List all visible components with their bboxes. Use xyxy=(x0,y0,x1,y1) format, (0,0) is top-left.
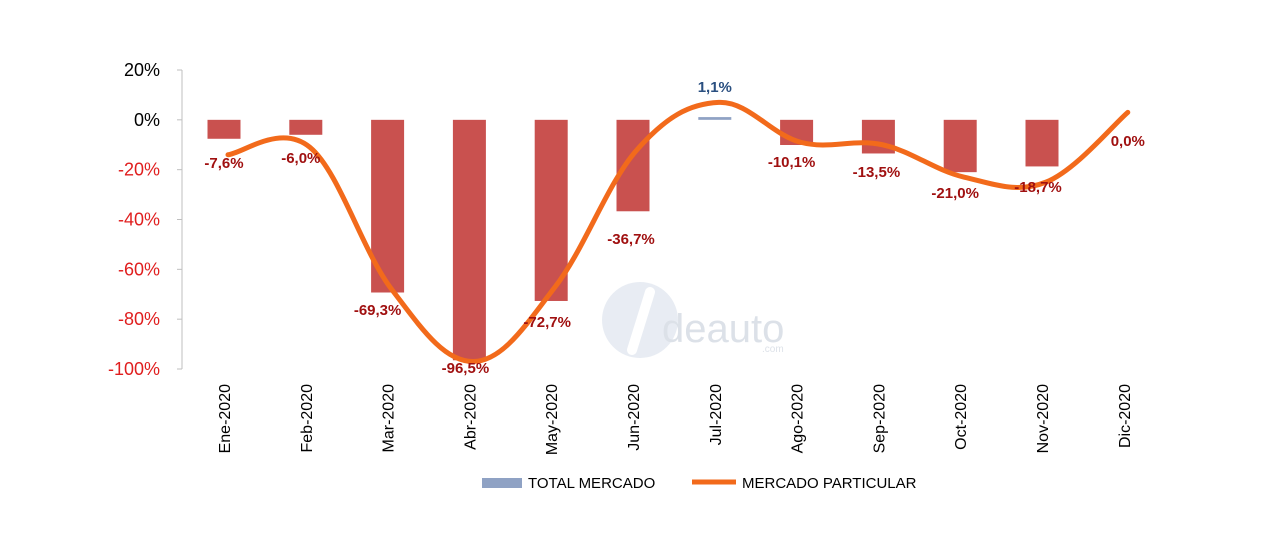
y-tick-label: -80% xyxy=(118,309,160,329)
data-label-ene-2020: -7,6% xyxy=(204,155,243,172)
x-tick-label: Sep-2020 xyxy=(871,384,888,453)
line-point-jul-2020 xyxy=(718,101,720,103)
line-point-dic-2020 xyxy=(1127,111,1129,113)
line-point-feb-2020 xyxy=(309,146,311,148)
line-series xyxy=(225,99,1131,365)
data-label-dic-2020: 0,0% xyxy=(1111,133,1145,150)
x-tick-label: Oct-2020 xyxy=(953,384,970,450)
bar-oct-2020 xyxy=(943,119,977,173)
y-tick-label: 20% xyxy=(124,60,160,80)
y-tick-label: -40% xyxy=(118,210,160,230)
x-tick-label: Ago-2020 xyxy=(790,384,807,453)
legend-label-mercado-particular: MERCADO PARTICULAR xyxy=(742,475,917,492)
bar-jun-2020 xyxy=(616,119,650,212)
data-label-jun-2020: -36,7% xyxy=(607,231,655,248)
bar-ene-2020 xyxy=(207,119,241,139)
x-tick-label: Nov-2020 xyxy=(1035,384,1052,453)
x-tick-label: Abr-2020 xyxy=(462,384,479,450)
line-point-nov-2020 xyxy=(1045,181,1047,183)
data-label-ago-2020: -10,1% xyxy=(768,154,816,171)
x-tick-label: Feb-2020 xyxy=(299,384,316,453)
data-label-mar-2020: -69,3% xyxy=(354,302,402,319)
data-label-may-2020: -72,7% xyxy=(523,314,571,331)
y-tick-label: -60% xyxy=(118,259,160,279)
line-point-ene-2020 xyxy=(227,154,229,156)
bar-abr-2020 xyxy=(452,119,486,361)
data-labels: -7,6% -6,0% -69,3% -96,5% -72,7% -36,7% 1,1% -1… xyxy=(204,79,1144,377)
x-tick-label: Jul-2020 xyxy=(708,384,725,445)
bar-feb-2020 xyxy=(289,119,323,135)
y-tick-label: 0% xyxy=(134,110,160,130)
x-tick-label: May-2020 xyxy=(544,384,561,455)
line-point-mar-2020 xyxy=(391,288,393,290)
line-point-sep-2020 xyxy=(881,144,883,146)
data-label-abr-2020: -96,5% xyxy=(442,360,490,377)
data-label-oct-2020: -21,0% xyxy=(931,185,979,202)
data-label-feb-2020: -6,0% xyxy=(281,150,320,167)
line-point-may-2020 xyxy=(554,286,556,288)
x-tick-label: Dic-2020 xyxy=(1117,384,1134,448)
watermark-brand: deauto xyxy=(662,307,784,351)
legend-label-total-mercado: TOTAL MERCADO xyxy=(528,475,655,492)
x-axis-ticks: Ene-2020 Feb-2020 Mar-2020 Abr-2020 May-2020… xyxy=(217,384,1134,455)
bar-jul-2020 xyxy=(698,117,732,120)
watermark-sub: .com xyxy=(762,344,784,355)
data-label-nov-2020: -18,7% xyxy=(1014,179,1062,196)
line-point-ago-2020 xyxy=(800,141,802,143)
bars xyxy=(207,117,1059,361)
legend-swatch-total-mercado xyxy=(482,478,522,488)
watermark: deauto .com xyxy=(602,282,784,358)
x-tick-label: Mar-2020 xyxy=(381,384,398,453)
y-tick-label: -100% xyxy=(108,359,160,379)
watermark-slash-icon xyxy=(627,287,655,355)
line-point-abr-2020 xyxy=(472,361,474,363)
y-tick-label: -20% xyxy=(118,160,160,180)
line-point-oct-2020 xyxy=(963,176,965,178)
bar-may-2020 xyxy=(534,119,568,301)
data-label-jul-2020: 1,1% xyxy=(698,79,732,96)
legend: TOTAL MERCADO MERCADO PARTICULAR xyxy=(482,475,917,492)
bar-nov-2020 xyxy=(1025,119,1059,167)
line-point-jun-2020 xyxy=(636,149,638,151)
x-tick-label: Jun-2020 xyxy=(626,384,643,451)
x-tick-label: Ene-2020 xyxy=(217,384,234,453)
axes: 20% 0% -20% -40% -60% -80% -100% xyxy=(108,60,183,379)
data-label-sep-2020: -13,5% xyxy=(853,164,901,181)
